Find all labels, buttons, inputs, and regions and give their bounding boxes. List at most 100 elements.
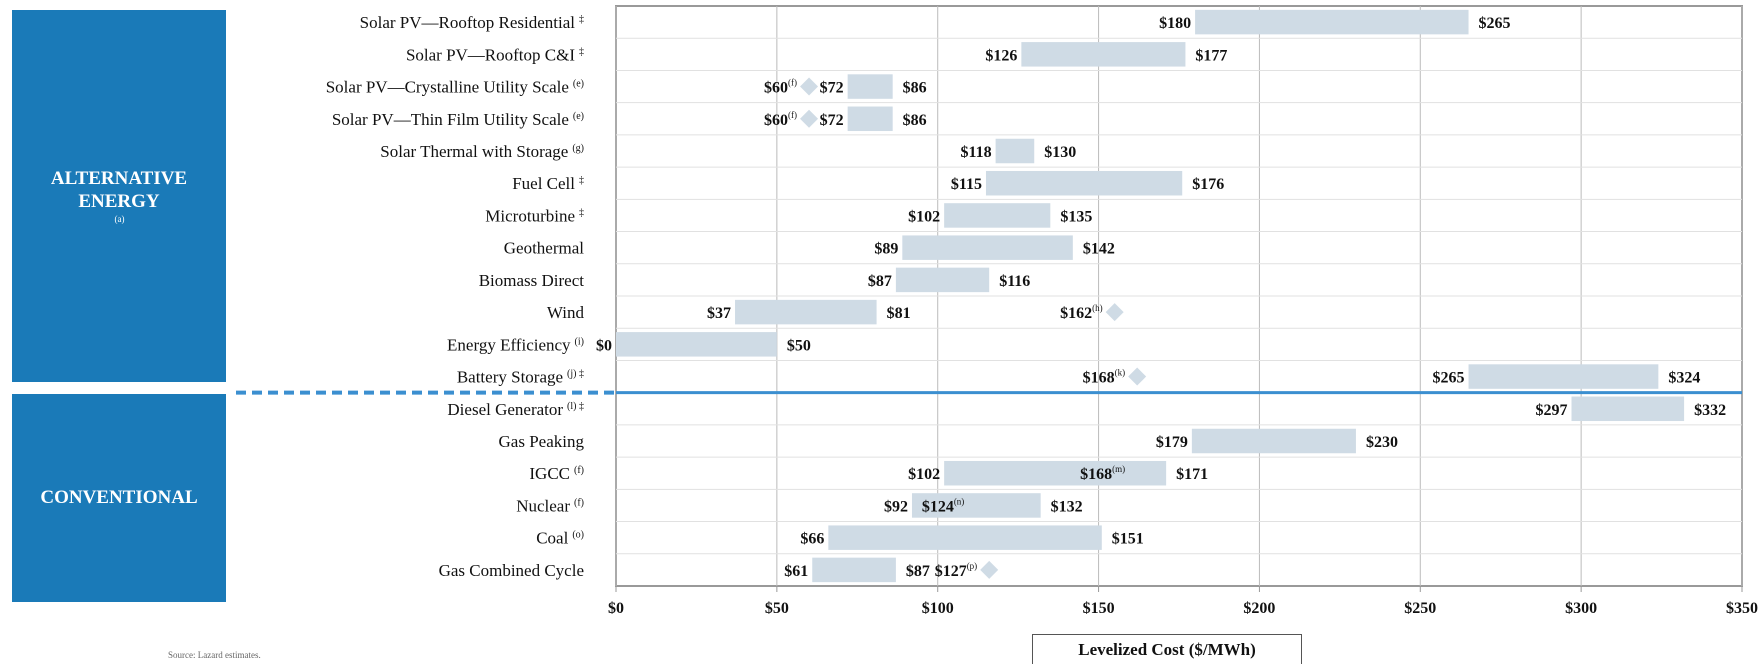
range-high-label: $332 [1694,402,1726,419]
group-label-alternative-line2: ENERGY [78,191,160,213]
range-bar [812,557,896,583]
range-high-label: $86 [903,112,927,129]
row-label: Coal (o) [536,529,584,548]
range-low-label: $92 [884,498,908,515]
marker-diamond [800,109,819,128]
x-tick-label: $150 [1083,600,1115,617]
range-high-label: $177 [1195,47,1227,64]
range-bar [735,299,877,325]
marker-diamond [967,496,986,515]
range-low-label: $66 [800,531,824,548]
range-bar [1021,42,1186,67]
marker-label: $60(f) [764,110,797,129]
range-low-label: $72 [820,80,844,97]
group-label-alternative-note: (a) [114,214,125,225]
row-label: Nuclear (f) [516,496,584,515]
row-label: Battery Storage (j) ‡ [457,368,584,387]
range-high-label: $142 [1083,241,1115,258]
range-low-label: $180 [1159,15,1191,32]
row-label: Solar Thermal with Storage (g) [380,142,584,161]
row-label: Wind [547,303,585,322]
range-bar [1468,364,1659,389]
x-tick-label: $350 [1726,600,1758,617]
range-high-label: $116 [999,273,1030,290]
range-bar [1195,9,1469,35]
range-low-label: $102 [908,466,940,483]
marker-diamond [800,77,819,96]
marker-label: $168(k) [1083,368,1126,387]
x-tick-label: $300 [1565,600,1597,617]
range-low-label: $179 [1156,434,1188,451]
group-label-alternative-line1: ALTERNATIVE [50,167,188,189]
range-high-label: $132 [1051,498,1083,515]
row-label: Biomass Direct [479,271,585,290]
range-low-label: $102 [908,208,940,225]
row-label: IGCC (f) [529,464,584,483]
range-low-label: $115 [951,176,982,193]
group-panel-alternative-energy: ALTERNATIVE ENERGY (a) [12,10,226,382]
range-bar [828,525,1102,550]
row-label: Gas Combined Cycle [439,561,584,580]
marker-diamond [1128,464,1147,483]
marker-label: $162(h) [1060,303,1103,322]
row-label: Geothermal [504,239,585,258]
group-panel-conventional: CONVENTIONAL [12,394,226,602]
range-bar [847,106,893,132]
row-label: Energy Efficiency (i) [447,335,584,354]
row-label: Solar PV—Thin Film Utility Scale (e) [332,110,584,129]
range-high-label: $265 [1479,15,1511,32]
range-low-label: $89 [874,241,898,258]
x-tick-label: $0 [608,600,624,617]
range-low-label: $37 [707,305,731,322]
range-low-label: $0 [596,337,612,354]
marker-diamond [980,560,999,579]
footnote: Source: Lazard estimates. [168,650,261,660]
range-high-label: $130 [1044,144,1076,161]
marker-label: $60(f) [764,78,797,97]
range-high-label: $87 [906,563,930,580]
range-bar [1571,396,1685,422]
range-bar [902,235,1073,260]
range-high-label: $230 [1366,434,1398,451]
range-low-label: $61 [784,563,808,580]
range-low-label: $126 [985,47,1017,64]
x-tick-label: $50 [765,600,789,617]
row-label: Microturbine ‡ [485,206,584,225]
range-high-label: $324 [1668,370,1700,387]
row-label: Fuel Cell ‡ [512,174,584,193]
range-bar [1191,428,1356,454]
range-bar [616,332,777,357]
axis-title: Levelized Cost ($/MWh) [1032,634,1302,664]
row-label: Diesel Generator (l) ‡ [447,400,584,419]
range-low-label: $118 [960,144,991,161]
range-high-label: $135 [1060,208,1092,225]
x-tick-label: $100 [922,600,954,617]
row-label: Gas Peaking [499,432,585,451]
range-bar [847,74,893,99]
range-low-label: $87 [868,273,892,290]
row-label: Solar PV—Rooftop Residential ‡ [360,13,584,32]
group-label-conventional: CONVENTIONAL [40,487,198,509]
range-high-label: $86 [903,80,927,97]
range-low-label: $265 [1433,370,1465,387]
marker-diamond [1105,303,1124,322]
range-low-label: $297 [1535,402,1567,419]
x-tick-label: $250 [1404,600,1436,617]
range-bar [985,170,1183,196]
row-label: Solar PV—Rooftop C&I ‡ [406,45,584,64]
x-tick-label: $200 [1243,600,1275,617]
range-high-label: $50 [787,337,811,354]
marker-label: $127(p) [935,561,978,580]
range-bar [895,267,990,293]
marker-diamond [1128,367,1147,386]
row-label: Solar PV—Crystalline Utility Scale (e) [326,78,584,97]
marker-label: $124(n) [922,496,965,515]
range-high-label: $151 [1112,531,1144,548]
range-high-label: $81 [887,305,911,322]
range-low-label: $72 [820,112,844,129]
range-high-label: $171 [1176,466,1208,483]
range-high-label: $176 [1192,176,1224,193]
range-bar [995,138,1035,164]
range-bar [944,203,1051,228]
